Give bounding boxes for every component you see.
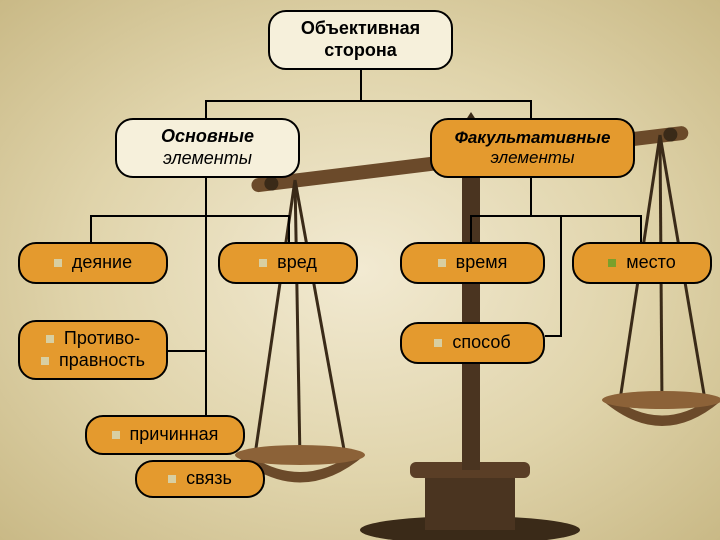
node-place: место <box>572 242 712 284</box>
node-main: Основные элементы <box>115 118 300 178</box>
act-label: деяние <box>72 252 132 274</box>
node-root: Объективная сторона <box>268 10 453 70</box>
node-act: деяние <box>18 242 168 284</box>
connector <box>90 215 92 242</box>
bullet-icon <box>168 475 176 483</box>
connector <box>640 215 642 242</box>
connector <box>205 100 207 118</box>
connector <box>205 100 532 102</box>
connector <box>545 335 562 337</box>
harm-label: вред <box>277 252 317 274</box>
bullet-icon <box>434 339 442 347</box>
main-line1: Основные <box>161 126 254 148</box>
bullet-icon <box>438 259 446 267</box>
cause1-label: причинная <box>130 424 219 446</box>
place-label: место <box>626 252 675 274</box>
opt-line2: элементы <box>491 148 575 168</box>
node-time: время <box>400 242 545 284</box>
connector <box>205 178 207 215</box>
bullet-icon <box>54 259 62 267</box>
node-method: способ <box>400 322 545 364</box>
bullet-icon <box>608 259 616 267</box>
bullet-icon <box>46 335 54 343</box>
root-line2: сторона <box>324 40 396 62</box>
node-optional: Факультативные элементы <box>430 118 635 178</box>
connector <box>530 178 532 215</box>
wrong-line1: Противо- <box>64 328 140 350</box>
connector <box>470 215 472 242</box>
bullet-icon <box>41 357 49 365</box>
connector <box>560 215 562 335</box>
wrong-line2: правность <box>59 350 145 372</box>
connector <box>288 215 290 242</box>
node-causal-1: причинная <box>85 415 245 455</box>
connector <box>205 215 207 415</box>
connector <box>168 350 205 352</box>
connector <box>90 215 290 217</box>
opt-line1: Факультативные <box>455 128 611 148</box>
method-label: способ <box>452 332 510 354</box>
main-line2: элементы <box>163 148 252 170</box>
node-causal-2: связь <box>135 460 265 498</box>
node-wrongfulness: Противо- правность <box>18 320 168 380</box>
bullet-icon <box>112 431 120 439</box>
node-harm: вред <box>218 242 358 284</box>
connector <box>530 100 532 118</box>
root-line1: Объективная <box>301 18 420 40</box>
connector <box>360 70 362 100</box>
bullet-icon <box>259 259 267 267</box>
time-label: время <box>456 252 508 274</box>
connector <box>470 215 642 217</box>
cause2-label: связь <box>186 468 232 490</box>
